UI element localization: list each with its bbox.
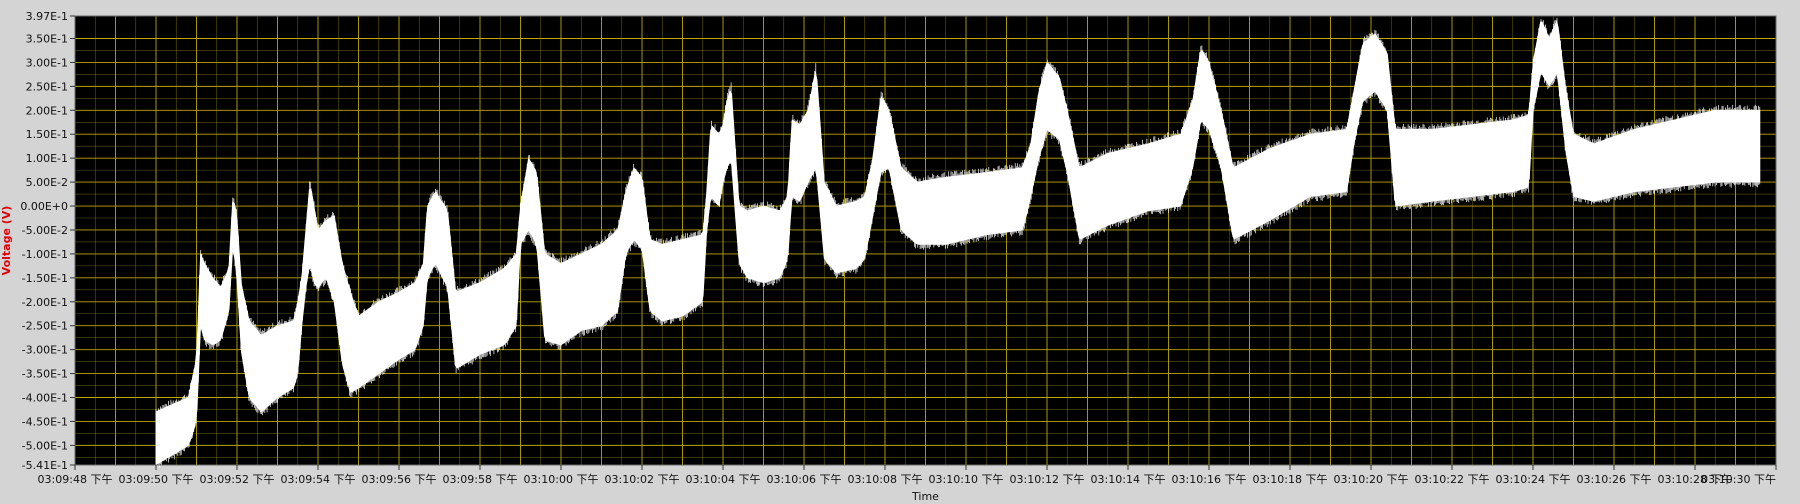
x-tick-label: 03:10:30 下午 <box>1701 473 1776 486</box>
x-tick-label: 03:10:14 下午 <box>1091 473 1166 486</box>
y-tick-label: -4.50E-1 <box>22 415 68 428</box>
y-tick-label: 2.50E-1 <box>26 80 68 93</box>
y-tick-label: -1.50E-1 <box>22 272 68 285</box>
x-tick-label: 03:10:08 下午 <box>848 473 923 486</box>
x-tick-label: 03:09:54 下午 <box>281 473 356 486</box>
voltage-trace-noise <box>155 17 1761 468</box>
x-tick-label: 03:10:02 下午 <box>605 473 680 486</box>
y-tick-label: -5.00E-1 <box>22 439 68 452</box>
x-tick-label: 03:09:52 下午 <box>200 473 275 486</box>
y-tick-label: 0.00E+0 <box>20 200 68 213</box>
y-axis-ticks: 3.97E-1 3.50E-1 3.00E-1 2.50E-1 2.00E-1 1.50E… <box>20 10 75 472</box>
y-tick-label: 1.00E-1 <box>26 152 68 165</box>
y-tick-label: -2.00E-1 <box>22 296 68 309</box>
y-tick-label: -5.00E-2 <box>22 224 68 237</box>
y-tick-label: -4.00E-1 <box>22 392 68 405</box>
x-tick-label: 03:09:48 下午 <box>38 473 113 486</box>
x-tick-label: 03:10:20 下午 <box>1334 473 1409 486</box>
y-tick-label: -5.41E-1 <box>22 459 68 472</box>
x-tick-label: 03:10:24 下午 <box>1496 473 1571 486</box>
y-tick-label: -2.50E-1 <box>22 320 68 333</box>
y-axis-label: Voltage (V) <box>0 206 13 276</box>
x-tick-label: 03:10:10 下午 <box>929 473 1004 486</box>
y-tick-label: -1.00E-1 <box>22 248 68 261</box>
x-tick-label: 03:10:28 下午 <box>1658 473 1733 486</box>
y-tick-label: 5.00E-2 <box>26 176 68 189</box>
voltage-trace <box>155 17 1761 468</box>
x-tick-label: 03:10:12 下午 <box>1010 473 1085 486</box>
y-tick-label: 3.00E-1 <box>26 56 68 69</box>
x-tick-label: 03:09:56 下午 <box>362 473 437 486</box>
x-axis-label: Time <box>911 490 939 503</box>
y-tick-label: -3.50E-1 <box>22 368 68 381</box>
y-tick-label: 2.00E-1 <box>26 104 68 117</box>
x-tick-label: 03:10:04 下午 <box>686 473 761 486</box>
x-tick-label: 03:10:00 下午 <box>524 473 599 486</box>
x-axis-ticks: 03:09:48 下午 03:09:50 下午 03:09:52 下午 03:09:5… <box>38 465 1777 486</box>
plot-border <box>74 15 1777 466</box>
y-tick-label: -3.00E-1 <box>22 344 68 357</box>
x-tick-label: 03:10:26 下午 <box>1577 473 1652 486</box>
x-tick-label: 03:09:58 下午 <box>443 473 518 486</box>
x-tick-label: 03:09:50 下午 <box>119 473 194 486</box>
y-tick-label: 1.50E-1 <box>26 128 68 141</box>
y-tick-label: 3.50E-1 <box>26 32 68 45</box>
y-tick-label: 3.97E-1 <box>26 10 68 23</box>
x-tick-label: 03:10:22 下午 <box>1415 473 1490 486</box>
x-tick-label: 03:10:16 下午 <box>1172 473 1247 486</box>
x-tick-label: 03:10:18 下午 <box>1253 473 1328 486</box>
x-tick-label: 03:10:06 下午 <box>767 473 842 486</box>
